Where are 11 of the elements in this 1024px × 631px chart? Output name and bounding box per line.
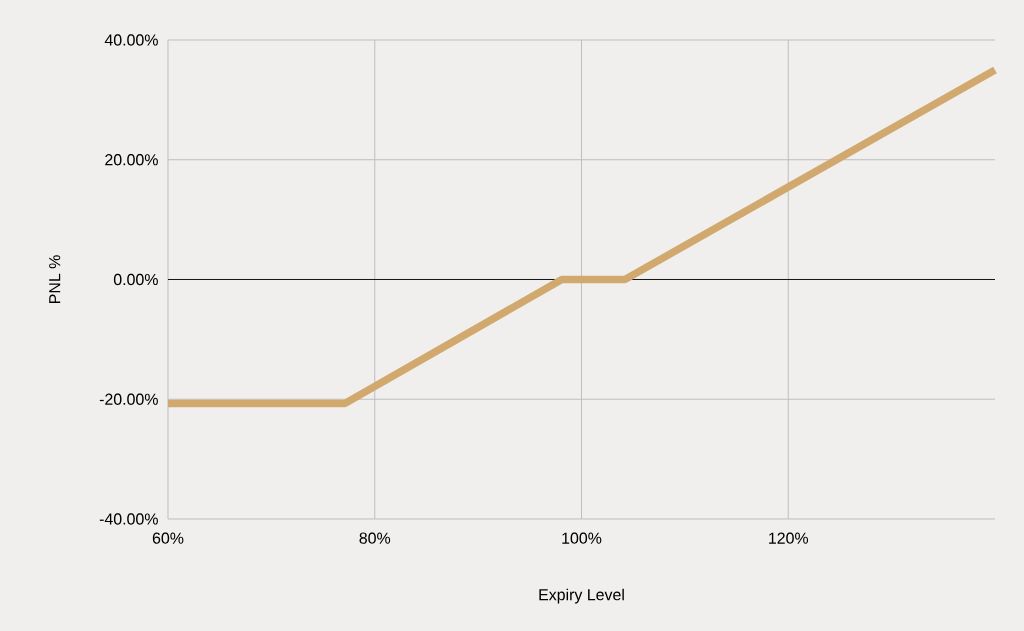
y-tick-label: -20.00% bbox=[99, 393, 158, 405]
x-tick-label: 100% bbox=[562, 532, 602, 544]
x-tick-label: 60% bbox=[152, 532, 184, 544]
x-axis-title: Expiry Level bbox=[539, 588, 624, 604]
x-tick-label: 80% bbox=[359, 532, 391, 544]
y-tick-label: 20.00% bbox=[105, 154, 158, 166]
y-tick-label: -40.00% bbox=[99, 513, 158, 525]
x-tick-label: 120% bbox=[769, 532, 809, 544]
y-axis-title: PNL % bbox=[49, 255, 61, 303]
y-tick-label: 0.00% bbox=[113, 273, 158, 286]
y-tick-label: 40.00% bbox=[104, 34, 158, 46]
